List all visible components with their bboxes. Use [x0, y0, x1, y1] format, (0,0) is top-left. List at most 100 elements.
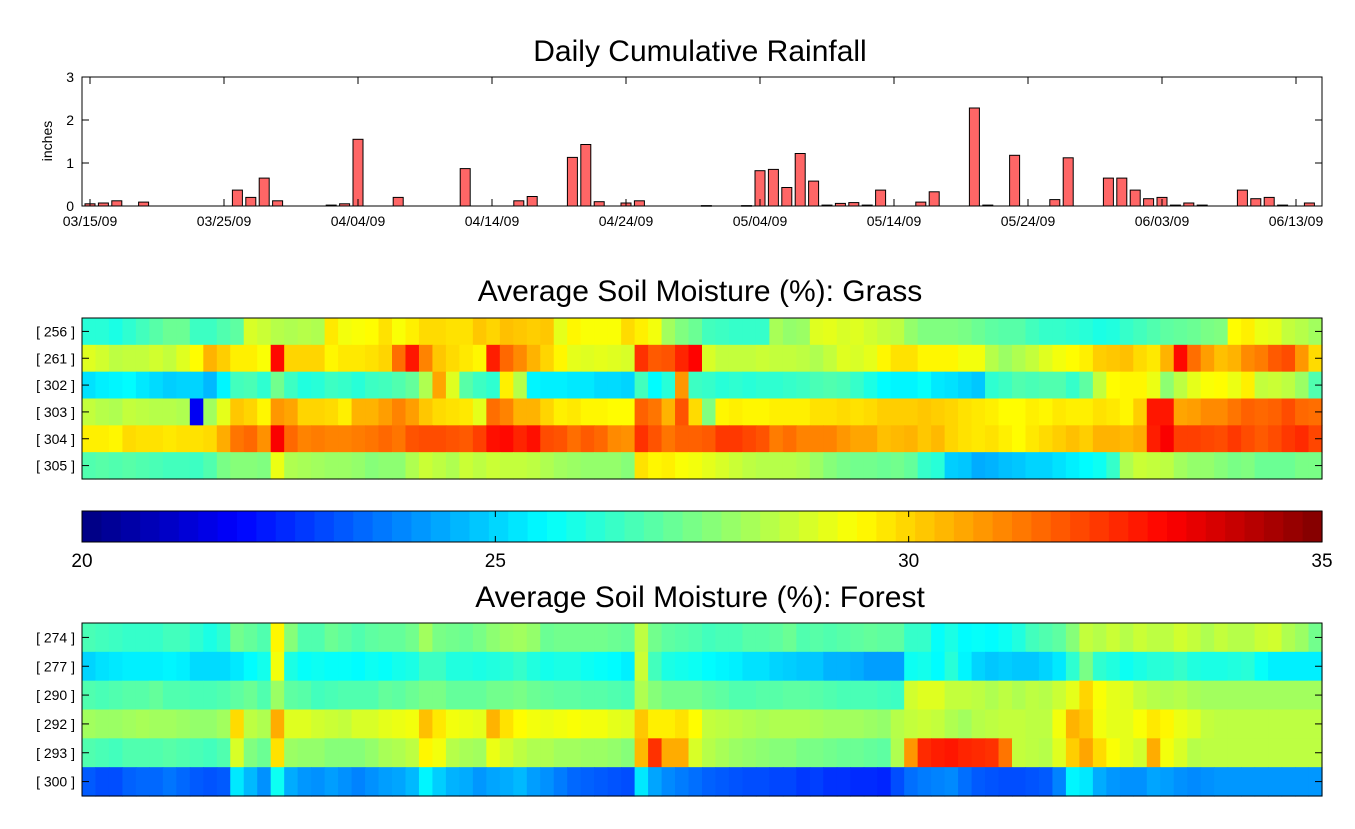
rain-bar	[459, 168, 471, 207]
heatmap-cell	[836, 371, 851, 400]
heatmap-cell	[1173, 767, 1188, 797]
heatmap-cell	[688, 371, 703, 400]
heatmap-cell	[809, 398, 824, 426]
heatmap-cell	[580, 709, 595, 739]
heatmap-cell	[432, 398, 447, 426]
heatmap-cell	[1079, 680, 1094, 711]
heatmap-cell	[1079, 344, 1094, 373]
heatmap-cell	[324, 398, 339, 426]
heatmap-cell	[594, 425, 609, 453]
heatmap-cell	[580, 371, 595, 400]
heatmap-cell	[688, 767, 703, 797]
heatmap-cell	[95, 767, 110, 797]
heatmap-cell	[594, 651, 609, 682]
heatmap-cell	[1187, 318, 1202, 346]
heatmap-cell	[351, 623, 366, 653]
heatmap-cell	[365, 371, 380, 400]
heatmap-cell	[567, 344, 582, 373]
heatmap-cell	[675, 371, 690, 400]
heatmap-cell	[405, 371, 420, 400]
heatmap-cell	[1025, 680, 1040, 711]
heatmap-cell	[418, 452, 434, 480]
heatmap-cell	[1133, 709, 1148, 739]
heatmap-cell	[108, 767, 124, 797]
heatmap-cell	[1227, 344, 1242, 373]
heatmap-cell	[1241, 651, 1256, 682]
heatmap-cell	[472, 371, 487, 400]
heatmap-cell	[445, 371, 460, 400]
row-label: [ 304 ]	[36, 431, 75, 447]
heatmap-cell	[1065, 623, 1080, 653]
heatmap-cell	[1187, 623, 1202, 653]
colorbar-swatch	[353, 511, 374, 542]
heatmap-cell	[432, 651, 447, 682]
heatmap-cell	[108, 680, 124, 711]
heatmap-cell	[432, 767, 447, 797]
heatmap-cell	[742, 344, 757, 373]
heatmap-cell	[1281, 344, 1296, 373]
heatmap-cell	[863, 680, 878, 711]
heatmap-cell	[216, 318, 231, 346]
heatmap-cell	[459, 680, 474, 711]
heatmap-cell	[1012, 623, 1027, 653]
heatmap-cell	[392, 680, 407, 711]
heatmap-cell	[297, 623, 312, 653]
heatmap-cell	[863, 738, 878, 768]
heatmap-cell	[944, 398, 959, 426]
heatmap-cell	[971, 651, 986, 682]
heatmap-cell	[1268, 318, 1283, 346]
heatmap-cell	[351, 680, 366, 711]
heatmap-cell	[917, 651, 932, 682]
heatmap-cell	[149, 344, 164, 373]
heatmap-cell	[1133, 680, 1148, 711]
heatmap-cell	[877, 425, 892, 453]
heatmap-cell	[715, 738, 730, 768]
heatmap-cell	[1106, 709, 1121, 739]
heatmap-cell	[796, 344, 811, 373]
heatmap-cell	[1038, 709, 1054, 739]
heatmap-cell	[1241, 344, 1256, 373]
heatmap-cell	[472, 318, 487, 346]
colorbar-swatch	[973, 511, 994, 542]
heatmap-cell	[1079, 709, 1094, 739]
heatmap-cell	[1254, 767, 1269, 797]
heatmap-cell	[338, 709, 353, 739]
heatmap-cell	[809, 738, 824, 768]
heatmap-cell	[755, 767, 770, 797]
heatmap-cell	[122, 709, 137, 739]
forest-heatmap: Average Soil Moisture (%): Forest [ 274 …	[36, 581, 1323, 797]
heatmap-cell	[755, 371, 770, 400]
heatmap-cell	[108, 651, 124, 682]
colorbar-ticks: 20 25 30 35	[71, 511, 1333, 572]
heatmap-cell	[405, 318, 420, 346]
heatmap-cell	[472, 344, 487, 373]
heatmap-cell	[944, 318, 959, 346]
heatmap-cell	[122, 318, 137, 346]
heatmap-cell	[998, 709, 1013, 739]
heatmap-cell	[311, 680, 326, 711]
heatmap-cell	[162, 767, 177, 797]
heatmap-cell	[1214, 680, 1229, 711]
heatmap-cell	[284, 767, 299, 797]
heatmap-cell	[553, 398, 568, 426]
heatmap-cell	[108, 452, 124, 480]
heatmap-cell	[702, 709, 717, 739]
heatmap-cell	[863, 709, 878, 739]
heatmap-cell	[189, 425, 204, 453]
heatmap-cell	[715, 709, 730, 739]
heatmap-cell	[1214, 767, 1229, 797]
heatmap-cell	[392, 398, 407, 426]
colorbar-swatch	[1283, 511, 1304, 542]
heatmap-cell	[203, 709, 218, 739]
colorbar-swatch	[992, 511, 1013, 542]
heatmap-cell	[890, 371, 905, 400]
heatmap-cell	[1146, 767, 1161, 797]
heatmap-cell	[728, 709, 744, 739]
heatmap-cell	[1038, 680, 1054, 711]
heatmap-cell	[270, 452, 285, 480]
heatmap-cell	[499, 767, 514, 797]
heatmap-cell	[809, 709, 824, 739]
heatmap-cell	[284, 680, 299, 711]
heatmap-cell	[1227, 651, 1242, 682]
heatmap-cell	[203, 651, 218, 682]
